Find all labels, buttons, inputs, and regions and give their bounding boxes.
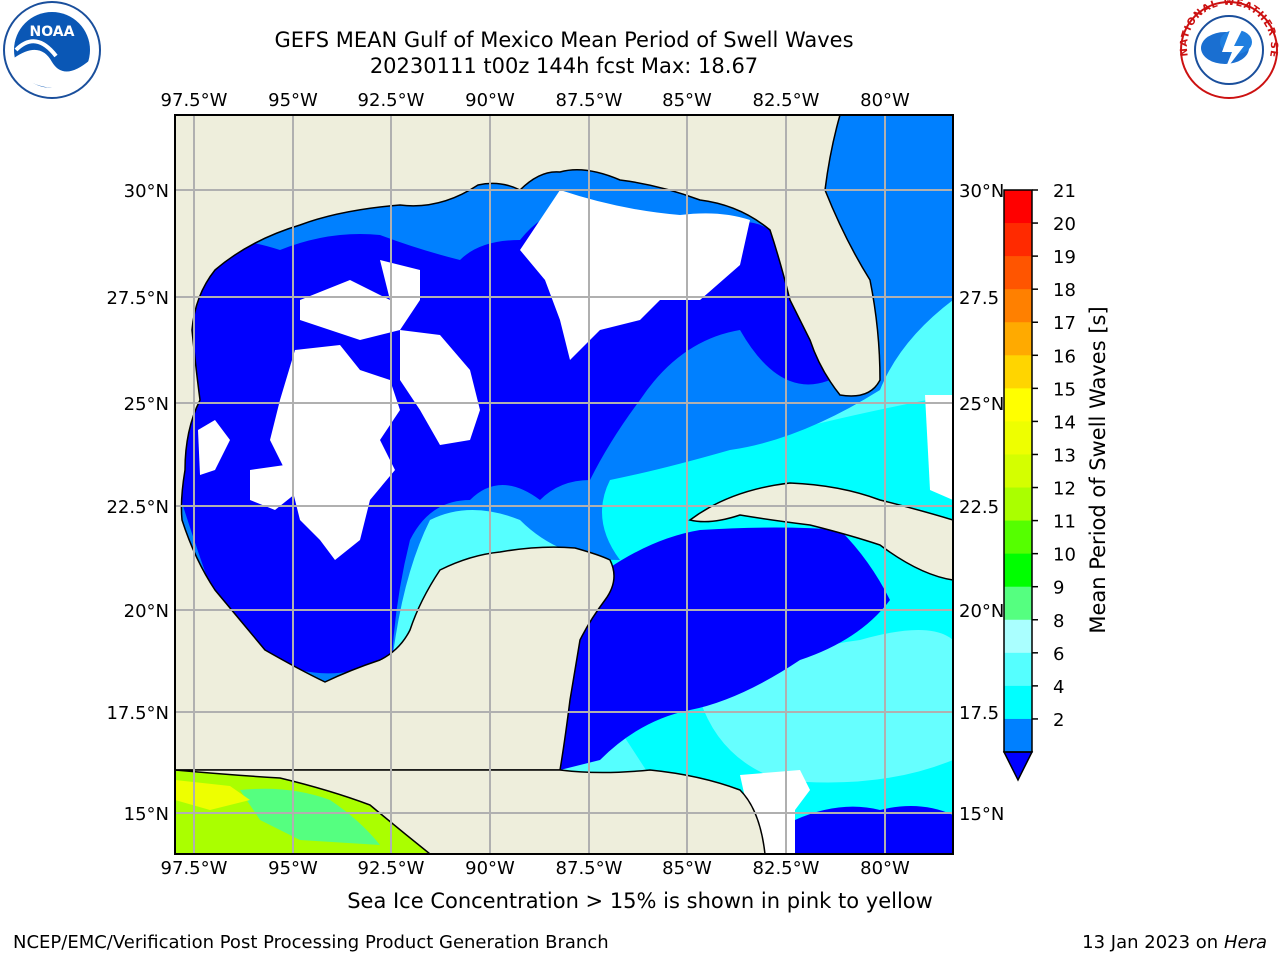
footer-date-text: 13 Jan 2023 on [1082, 932, 1224, 953]
colorbar-frame [1003, 189, 1033, 753]
colorbar-swatch [1004, 586, 1032, 621]
nodata-patch-6 [250, 465, 300, 510]
colorbar-swatch [1004, 388, 1032, 422]
colorbar-swatch [1004, 685, 1032, 720]
nws-logo: NATIONAL WEATHER SERVICE [0, 0, 1279, 99]
lon-label: 82.5°W [753, 90, 820, 111]
lat-label: 17.5°N [106, 703, 169, 724]
lat-label: 22.5 [959, 497, 999, 518]
lon-label: 82.5°W [753, 858, 820, 879]
colorbar-tick-label: 9 [1053, 578, 1064, 599]
lon-label: 92.5°W [358, 858, 425, 879]
lat-label: 17.5 [959, 703, 999, 724]
nodata-patch-3 [520, 190, 750, 360]
colorbar-swatch [1004, 322, 1032, 356]
lon-label: 97.5°W [161, 90, 228, 111]
noaa-logo-text: NOAA [30, 24, 75, 40]
colorbar-swatch [1004, 454, 1032, 489]
lat-labels-left: 30°N 27.5°N 25°N 22.5°N 20°N 17.5°N 15°N [106, 181, 169, 825]
lon-label: 80°W [860, 858, 910, 879]
colorbar-swatch [1004, 487, 1032, 522]
lon-labels-bottom: 97.5°W 95°W 92.5°W 90°W 87.5°W 85°W 82.5… [161, 858, 910, 879]
colorbar-tick-label: 16 [1053, 346, 1076, 367]
lat-label: 15°N [124, 804, 169, 825]
colorbar-swatch [1004, 421, 1032, 455]
colorbar-swatch [1004, 553, 1032, 588]
colorbar-swatch [1004, 223, 1032, 257]
lat-label: 20°N [124, 601, 169, 622]
colorbar-tick-label: 11 [1053, 512, 1076, 533]
colorbar-swatch [1004, 520, 1032, 555]
colorbar-tick-label: 12 [1053, 479, 1076, 500]
colorbar-swatch [1004, 256, 1032, 290]
colorbar-tick-label: 4 [1053, 677, 1064, 698]
colorbar-tick-label: 8 [1053, 611, 1064, 632]
colorbar-swatch [1004, 190, 1032, 224]
nodata-patch-4 [400, 330, 480, 445]
lon-label: 80°W [860, 90, 910, 111]
lat-label: 27.5 [959, 288, 999, 309]
lat-label: 30°N [959, 181, 1004, 202]
lat-label: 20°N [959, 601, 1004, 622]
lat-label: 15°N [959, 804, 1004, 825]
colorbar-extend-arrow [1002, 751, 1034, 782]
footer-machine: Hera [1223, 932, 1267, 953]
colorbar-tick-label: 18 [1053, 280, 1076, 301]
cuba-land [688, 482, 953, 581]
colorbar-swatch [1004, 289, 1032, 323]
lon-label: 85°W [662, 90, 712, 111]
colorbar-label: Mean Period of Swell Waves [s] [1086, 306, 1110, 633]
lon-label: 85°W [662, 858, 712, 879]
colorbar-tick-label: 2 [1053, 710, 1064, 731]
colorbar-swatch [1004, 355, 1032, 389]
lat-label: 25°N [959, 394, 1004, 415]
colorbar-tick-label: 15 [1053, 379, 1076, 400]
nodata-patch-5 [198, 420, 230, 475]
colorbar-tick-label: 14 [1053, 412, 1076, 433]
colorbar-tick-label: 10 [1053, 545, 1076, 566]
chart-title: GEFS MEAN Gulf of Mexico Mean Period of … [274, 28, 854, 52]
lat-label: 22.5°N [106, 497, 169, 518]
lon-label: 95°W [268, 90, 318, 111]
footer-date: 13 Jan 2023 on Hera [1082, 932, 1267, 953]
colorbar-swatch [1004, 619, 1032, 654]
high-period-region-2 [240, 788, 380, 845]
colorbar-tick-label: 21 [1053, 181, 1076, 202]
footer-credit: NCEP/EMC/Verification Post Processing Pr… [13, 932, 609, 953]
swell-lt2-caribbean [560, 527, 890, 770]
colorbar: 21 20 19 18 17 16 15 14 13 12 11 10 9 8 6 4 2 [1002, 181, 1076, 782]
nodata-patch-8 [925, 395, 953, 500]
nws-logo-text: NATIONAL WEATHER SERVICE [0, 0, 1278, 59]
lat-label: 27.5°N [106, 288, 169, 309]
lat-label: 30°N [124, 181, 169, 202]
graticule [175, 115, 953, 854]
lon-label: 87.5°W [556, 858, 623, 879]
chart-subtitle: 20230111 t00z 144h fcst Max: 18.67 [369, 54, 759, 78]
colorbar-tick-label: 19 [1053, 247, 1076, 268]
noaa-logo: NOAA [3, 1, 101, 99]
lon-labels-top: 97.5°W 95°W 92.5°W 90°W 87.5°W 85°W 82.5… [161, 90, 910, 111]
colorbar-tick-label: 6 [1053, 644, 1064, 665]
colorbar-swatch [1004, 718, 1032, 753]
lon-label: 90°W [465, 90, 515, 111]
sea-ice-note: Sea Ice Concentration > 15% is shown in … [347, 889, 933, 913]
colorbar-tick-label: 17 [1053, 313, 1076, 334]
colorbar-swatch [1004, 652, 1032, 687]
map-area [175, 115, 953, 854]
svg-text:NATIONAL WEATHER SERVICE: NATIONAL WEATHER SERVICE [0, 0, 1279, 59]
lat-label: 25°N [124, 394, 169, 415]
map-frame [174, 114, 954, 855]
colorbar-tick-label: 20 [1053, 214, 1076, 235]
lon-label: 90°W [465, 858, 515, 879]
lon-label: 87.5°W [556, 90, 623, 111]
lon-label: 95°W [268, 858, 318, 879]
lon-label: 97.5°W [161, 858, 228, 879]
north-america-land [175, 115, 881, 771]
colorbar-tick-label: 13 [1053, 445, 1076, 466]
swell-lt2-south [795, 806, 953, 854]
lon-label: 92.5°W [358, 90, 425, 111]
lat-labels-right: 30°N 27.5 25°N 22.5 20°N 17.5 15°N [959, 181, 1004, 825]
